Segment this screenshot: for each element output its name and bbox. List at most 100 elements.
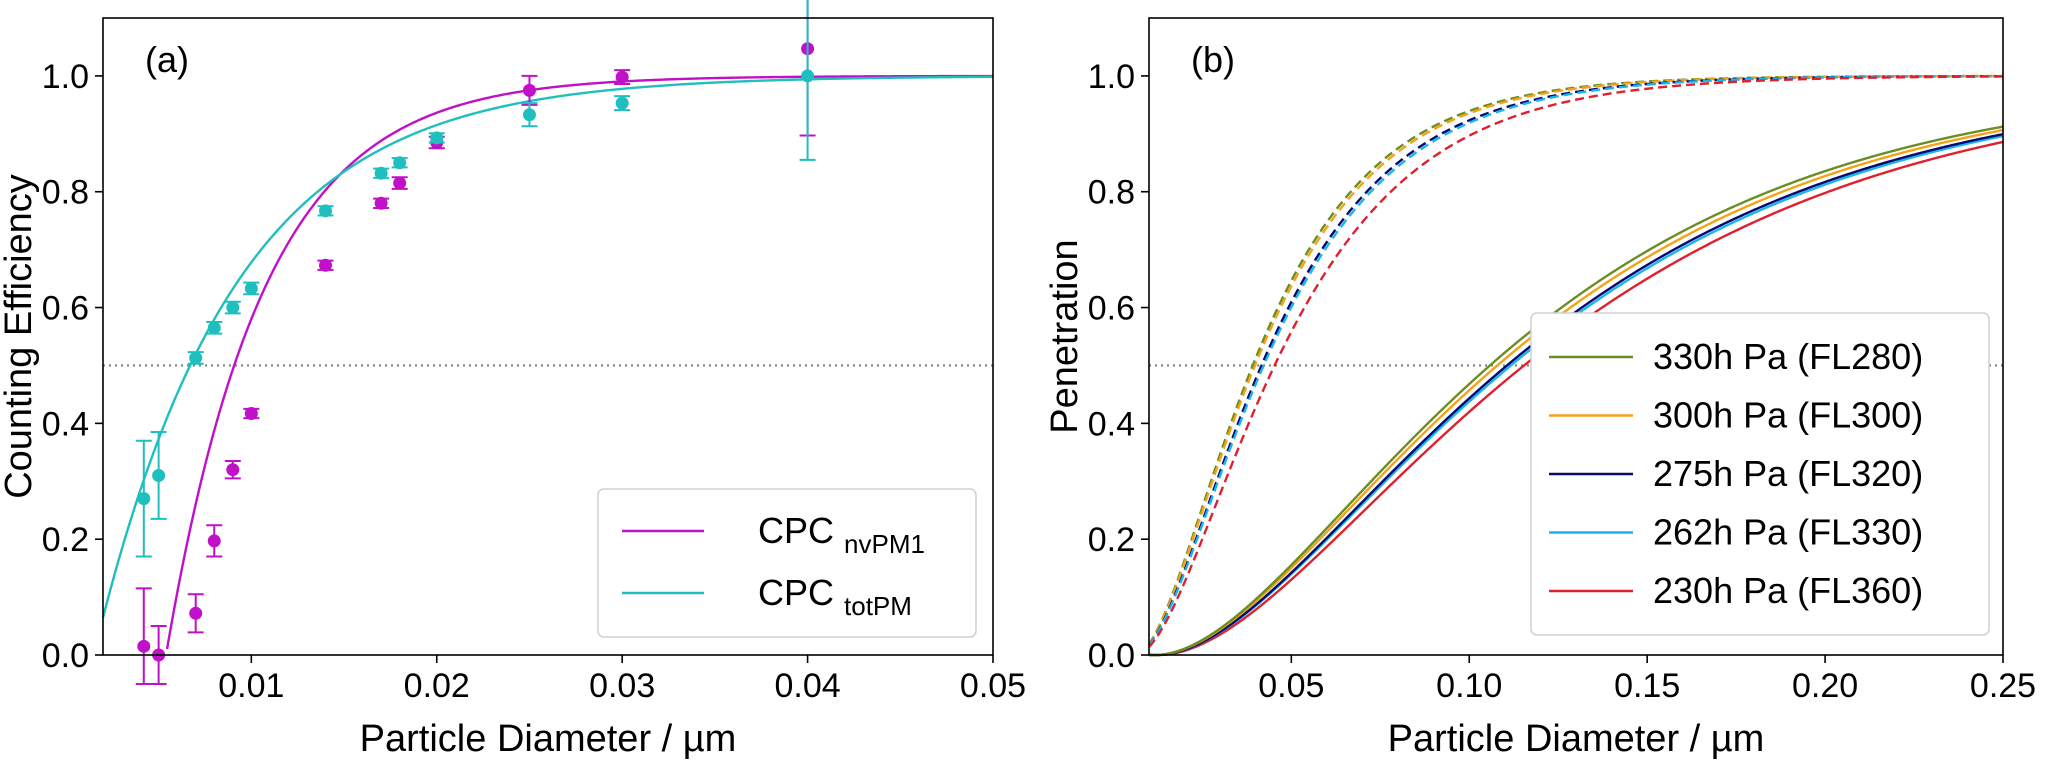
x-tick-label: 0.01 xyxy=(218,667,284,705)
penetration-curve-dashed xyxy=(1148,74,2003,646)
x-tick-label: 0.15 xyxy=(1614,667,1680,705)
data-point xyxy=(521,102,538,128)
marker xyxy=(393,176,407,190)
marker xyxy=(615,96,629,110)
y-tick-label: 0.6 xyxy=(1088,290,1135,328)
y-ticks-a: 0.0 0.2 0.4 0.6 0.8 1.0 xyxy=(42,58,103,675)
y-tick-label: 0.4 xyxy=(1088,405,1135,443)
data-point xyxy=(391,176,408,190)
marker xyxy=(522,108,536,122)
marker xyxy=(244,281,258,295)
legend-label: 275h Pa (FL320) xyxy=(1653,453,1923,494)
marker xyxy=(207,321,221,335)
legend-frame xyxy=(1530,312,1990,636)
y-tick-label: 0.4 xyxy=(42,405,89,443)
x-ticks-a: 0.01 0.02 0.03 0.04 0.05 xyxy=(218,655,1026,705)
marker xyxy=(393,156,407,170)
marker xyxy=(189,351,203,365)
y-tick-label: 0.2 xyxy=(42,521,89,559)
legend-label: CPC totPM xyxy=(758,572,912,621)
penetration-curve-solid xyxy=(1149,128,2004,657)
data-point xyxy=(317,204,334,218)
y-tick-label: 0.0 xyxy=(42,637,89,675)
panel-label-a: (a) xyxy=(145,39,189,80)
x-tick-label: 0.25 xyxy=(1970,667,2036,705)
marker xyxy=(152,468,166,482)
marker xyxy=(207,534,221,548)
y-tick-label: 1.0 xyxy=(42,58,89,96)
x-tick-label: 0.03 xyxy=(589,667,655,705)
legend-entry: CPC totPM xyxy=(622,572,912,621)
panel-label-b: (b) xyxy=(1191,39,1235,80)
marker xyxy=(226,463,240,477)
data-point xyxy=(317,258,334,272)
penetration-curves-b xyxy=(1148,74,2004,657)
data-point xyxy=(521,74,538,106)
y-axis-label-b: Penetration xyxy=(1044,239,1086,433)
data-point xyxy=(150,431,167,520)
x-tick-label: 0.02 xyxy=(404,667,470,705)
y-tick-label: 0.8 xyxy=(1088,174,1135,212)
legend-entry: CPC nvPM1 xyxy=(622,510,925,559)
data-point xyxy=(206,524,223,558)
x-tick-label: 0.05 xyxy=(960,667,1026,705)
marker xyxy=(137,492,151,506)
plot-frame-b xyxy=(1148,17,2004,656)
marker xyxy=(430,131,444,145)
panel-a: 0.01 0.02 0.03 0.04 0.05 0.00.20.40.60.81.0 … xyxy=(0,0,1026,760)
penetration-curve-dashed xyxy=(1148,75,2004,648)
x-tick-label: 0.04 xyxy=(774,667,840,705)
data-point xyxy=(373,196,390,210)
data-point xyxy=(614,95,631,112)
marker xyxy=(226,301,240,315)
legend-entry: 330h Pa (FL280) xyxy=(1549,336,1923,377)
marker xyxy=(522,83,536,97)
data-point xyxy=(428,131,445,145)
data-point xyxy=(135,587,152,685)
legend-label: 262h Pa (FL330) xyxy=(1653,512,1923,553)
legend-entry: 262h Pa (FL330) xyxy=(1549,512,1923,553)
x-tick-label: 0.10 xyxy=(1436,667,1502,705)
legend-label: 230h Pa (FL360) xyxy=(1653,570,1923,611)
fit-curves-a xyxy=(101,74,994,650)
legend-entry: 300h Pa (FL300) xyxy=(1549,395,1923,436)
y-tick-label: 0.8 xyxy=(42,174,89,212)
plot-frame-a xyxy=(102,17,994,656)
marker xyxy=(244,407,258,421)
marker xyxy=(374,166,388,180)
legend-label: 300h Pa (FL300) xyxy=(1653,395,1923,436)
data-point xyxy=(224,300,241,315)
data-points-a xyxy=(135,0,816,685)
marker xyxy=(374,196,388,210)
marker xyxy=(319,258,332,272)
marker xyxy=(137,639,151,653)
data-point xyxy=(135,439,152,558)
legend-b: 330h Pa (FL280) 300h Pa (FL300) 275h Pa (F… xyxy=(1530,312,1990,636)
x-ticks-b: 0.05 0.10 0.15 0.20 0.25 xyxy=(1258,655,2036,705)
x-axis-label-b: Particle Diameter / µm xyxy=(1388,718,1765,760)
marker xyxy=(319,204,332,218)
y-ticks-b: 0.0 0.2 0.4 0.6 0.8 1.0 xyxy=(1088,58,1149,675)
penetration-curve-solid xyxy=(1149,132,2004,657)
legend-label: CPC nvPM1 xyxy=(758,510,925,559)
y-tick-label: 0.0 xyxy=(1088,637,1135,675)
data-point xyxy=(243,407,260,421)
data-point xyxy=(243,281,260,296)
data-point xyxy=(614,69,631,86)
y-tick-label: 0.6 xyxy=(42,290,89,328)
x-axis-label-a: Particle Diameter / µm xyxy=(360,718,737,760)
data-point xyxy=(187,593,204,634)
y-axis-label-a: Counting Efficiency xyxy=(0,174,40,499)
marker xyxy=(801,69,815,83)
legend-frame xyxy=(597,488,977,638)
data-point xyxy=(224,460,241,480)
y-tick-label: 1.0 xyxy=(1088,58,1135,96)
x-tick-label: 0.05 xyxy=(1258,667,1324,705)
data-point xyxy=(799,0,816,161)
panel-b: 0.05 0.10 0.15 0.20 0.25 0.00.20.40.60.81.0 … xyxy=(1044,17,2036,760)
data-point xyxy=(391,156,408,170)
data-point xyxy=(187,351,204,365)
legend-label: 330h Pa (FL280) xyxy=(1653,336,1923,377)
legend-entry: 275h Pa (FL320) xyxy=(1549,453,1923,494)
